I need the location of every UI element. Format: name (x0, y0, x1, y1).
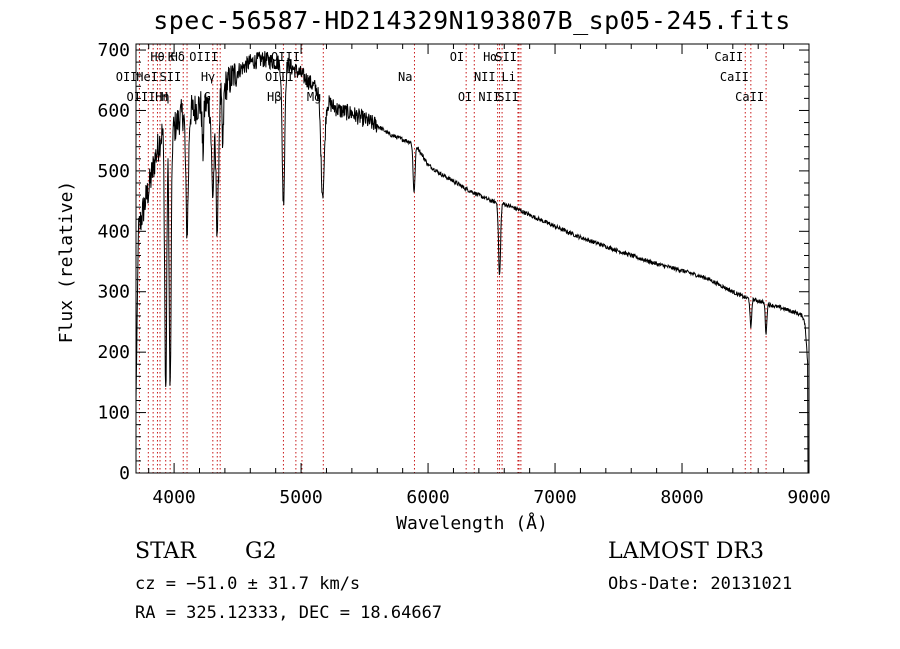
spectrum-series (135, 51, 809, 474)
line-label: OIII (265, 70, 294, 84)
line-label: OIII (127, 90, 156, 104)
line-label: OI (450, 50, 464, 64)
y-tick-label: 700 (97, 40, 130, 61)
x-tick-label: 7000 (533, 487, 576, 508)
line-label: SII (497, 90, 519, 104)
axes: 4000 5000 6000 7000 8000 9000 0 100 200 300 400 500… (97, 40, 830, 508)
y-tick-label: 0 (119, 463, 130, 484)
spectrum-line (135, 51, 809, 474)
line-label: NII (474, 70, 496, 84)
line-label: SII (160, 70, 182, 84)
y-tick-label: 200 (97, 342, 130, 363)
line-label: Mg (307, 90, 321, 104)
y-tick-label: 500 (97, 161, 130, 182)
x-tick-label: 6000 (406, 487, 449, 508)
line-label: SII (495, 50, 517, 64)
y-axis-label: Flux (relative) (56, 181, 77, 344)
x-tick-label: 8000 (660, 487, 703, 508)
survey-name: LAMOST DR3 (608, 539, 764, 564)
spectral-subclass: G2 (245, 539, 277, 564)
y-tick-label: 100 (97, 403, 130, 424)
line-label: Hβ (267, 90, 281, 104)
line-label: OIII (189, 50, 218, 64)
x-tick-label: 4000 (152, 487, 195, 508)
line-label: OIII (271, 50, 300, 64)
chart-title: spec-56587-HD214329N193807B_sp05-245.fit… (153, 6, 791, 35)
emission-line-markers (138, 44, 767, 473)
line-label: Hη (155, 90, 169, 104)
line-label: Na (398, 70, 412, 84)
line-label: G (204, 90, 211, 104)
redshift-velocity: cz = −51.0 ± 31.7 km/s (135, 574, 361, 594)
line-label: K (168, 50, 176, 64)
observation-date: Obs-Date: 20131021 (608, 574, 793, 594)
line-label: Hθ (150, 50, 164, 64)
line-label: Li (502, 70, 516, 84)
line-label: CaII (735, 90, 764, 104)
line-label: HeI (136, 70, 158, 84)
line-label: Hγ (201, 70, 215, 84)
x-tick-label: 5000 (279, 487, 322, 508)
line-label: CaII (714, 50, 743, 64)
x-tick-label: 9000 (787, 487, 830, 508)
y-tick-label: 300 (97, 282, 130, 303)
x-axis-label: Wavelength (Å) (396, 512, 548, 534)
line-label: NII (478, 90, 500, 104)
line-label: OI (458, 90, 472, 104)
line-label: CaII (720, 70, 749, 84)
line-label: OII (116, 70, 138, 84)
object-class: STAR (135, 539, 196, 564)
y-tick-label: 400 (97, 221, 130, 242)
y-tick-label: 600 (97, 100, 130, 121)
plot-frame (135, 43, 810, 474)
line-label: Hα (483, 50, 497, 64)
coordinates: RA = 325.12333, DEC = 18.64667 (135, 603, 443, 623)
line-label: H (161, 90, 168, 104)
line-label: Hδ (171, 50, 185, 64)
